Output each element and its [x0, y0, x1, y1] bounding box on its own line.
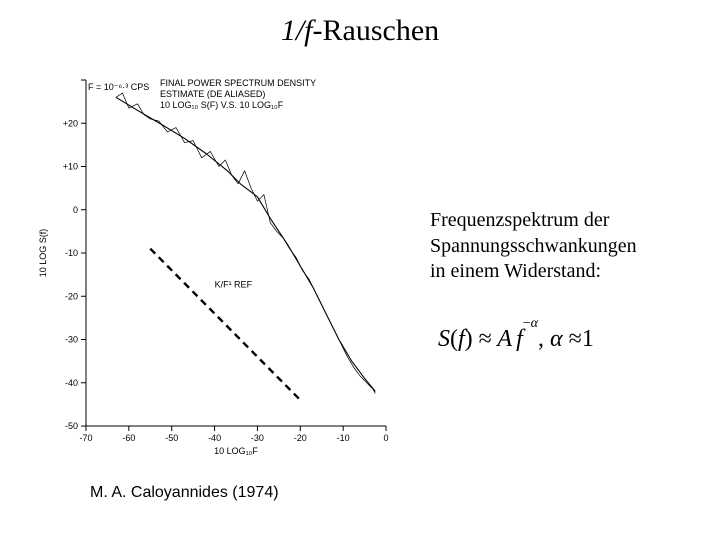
formula: S(f) ≈ Af−α, α ≈1: [438, 326, 594, 353]
svg-text:-10: -10: [337, 433, 350, 443]
svg-text:FINAL POWER SPECTRUM DENSITY: FINAL POWER SPECTRUM DENSITY: [160, 78, 316, 88]
formula-approx2: ≈: [569, 326, 582, 352]
svg-text:10 LOG₁₀ S(F) V.S. 10 LOG₁₀F: 10 LOG₁₀ S(F) V.S. 10 LOG₁₀F: [160, 100, 284, 110]
formula-A: A: [497, 326, 512, 352]
desc-line-1: Frequenzspektrum der: [430, 208, 698, 234]
svg-text:-60: -60: [122, 433, 135, 443]
svg-text:K/F¹ REF: K/F¹ REF: [215, 280, 253, 290]
formula-f1: f: [458, 326, 465, 352]
svg-text:-20: -20: [294, 433, 307, 443]
desc-line-2: Spannungsschwankungen: [430, 234, 698, 260]
svg-text:0: 0: [73, 205, 78, 215]
formula-comma: ,: [538, 326, 550, 352]
svg-text:10 LOG S(f): 10 LOG S(f): [38, 229, 48, 278]
svg-text:-70: -70: [79, 433, 92, 443]
svg-text:F = 10⁻⁶·³ CPS: F = 10⁻⁶·³ CPS: [88, 82, 149, 92]
svg-text:10 LOG₁₀F: 10 LOG₁₀F: [214, 446, 258, 456]
formula-f2: f: [516, 326, 523, 352]
formula-S: S: [438, 326, 450, 352]
spectrum-chart-svg: -50 -40 -30 -20 -10 0 +10 +20 -70 -60 -50 -40 -30 -20…: [30, 72, 400, 462]
page-title: 1/f-Rauschen: [0, 14, 720, 48]
svg-text:-30: -30: [65, 335, 78, 345]
svg-text:-30: -30: [251, 433, 264, 443]
svg-text:-40: -40: [65, 378, 78, 388]
formula-alpha-exp: α: [531, 316, 538, 331]
citation: M. A. Caloyannides (1974): [90, 484, 279, 502]
formula-close: ): [465, 326, 473, 352]
desc-line-3: in einem Widerstand:: [430, 259, 698, 285]
formula-alpha2: α: [550, 326, 563, 352]
chart-description: Frequenzspektrum der Spannungsschwankung…: [430, 208, 698, 285]
spectrum-chart: -50 -40 -30 -20 -10 0 +10 +20 -70 -60 -50 -40 -30 -20…: [30, 72, 400, 462]
svg-text:-40: -40: [208, 433, 221, 443]
formula-open: (: [450, 326, 458, 352]
svg-text:-20: -20: [65, 291, 78, 301]
svg-text:ESTIMATE (DE ALIASED): ESTIMATE (DE ALIASED): [160, 89, 265, 99]
formula-one: 1: [582, 326, 594, 352]
formula-minus: −: [523, 316, 531, 331]
svg-text:-50: -50: [165, 433, 178, 443]
svg-text:-50: -50: [65, 421, 78, 431]
svg-text:-10: -10: [65, 248, 78, 258]
svg-text:0: 0: [383, 433, 388, 443]
svg-text:+10: +10: [63, 162, 78, 172]
title-rest: -Rauschen: [313, 14, 440, 47]
svg-text:+20: +20: [63, 118, 78, 128]
title-italic: 1/f: [281, 14, 313, 47]
formula-approx1: ≈: [479, 326, 492, 352]
